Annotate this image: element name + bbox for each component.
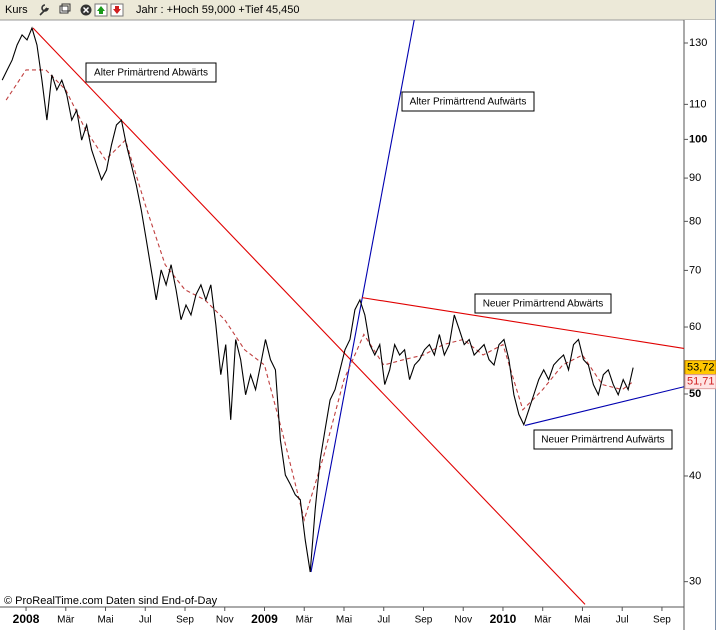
x-tick-label: Mär (296, 615, 314, 626)
annotation-label: Alter Primärtrend Abwärts (94, 68, 208, 79)
y-tick-label: 110 (689, 98, 707, 110)
range-info: Jahr : +Hoch 59,000 +Tief 45,450 (136, 4, 299, 16)
last-value-label: 51,71 (687, 376, 715, 388)
last-value-box (684, 374, 716, 390)
annotation-box (474, 293, 612, 314)
trend-line (32, 27, 586, 605)
x-tick-label: Mai (336, 615, 352, 626)
y-tick-label: 100 (689, 133, 707, 145)
x-tick-label: Mai (97, 615, 113, 626)
x-tick-label: Mär (57, 615, 75, 626)
x-tick-label: Jul (616, 615, 629, 626)
annotation-label: Neuer Primärtrend Abwärts (483, 299, 604, 310)
y-tick-label: 80 (689, 215, 701, 227)
annotation-box (85, 62, 217, 83)
trend-line (524, 386, 684, 426)
panel-label: Kurs (5, 4, 28, 16)
window-icon[interactable] (59, 3, 71, 14)
plot-area (1, 20, 684, 605)
annotation-label: Alter Primärtrend Aufwärts (410, 97, 527, 108)
x-tick-label: 2009 (251, 612, 278, 626)
toolbar (0, 0, 716, 20)
annotation-box (533, 429, 673, 450)
y-tick-label: 50 (689, 388, 701, 400)
y-tick-label: 130 (689, 37, 707, 49)
move-up-icon[interactable] (94, 3, 108, 17)
footer-note: © ProRealTime.com Daten sind End-of-Day (4, 595, 218, 607)
x-tick-label: Sep (653, 615, 671, 626)
y-axis-area (684, 20, 716, 630)
y-tick-label: 60 (689, 321, 701, 333)
y-tick-label: 30 (689, 576, 701, 588)
moving-average-line (5, 69, 634, 522)
x-tick-label: Mär (534, 615, 552, 626)
trend-line (310, 20, 415, 573)
x-tick-label: Nov (216, 615, 234, 626)
y-tick-label: 70 (689, 264, 701, 276)
x-tick-label: Jul (377, 615, 390, 626)
x-tick-label: 2008 (13, 612, 40, 626)
x-tick-label: Jul (139, 615, 152, 626)
settings-icon[interactable] (39, 4, 49, 16)
price-line (1, 26, 634, 573)
move-down-icon[interactable] (110, 3, 124, 17)
x-tick-label: Sep (415, 615, 433, 626)
close-icon[interactable] (80, 4, 92, 16)
x-tick-label: Nov (454, 615, 472, 626)
x-tick-label: Mai (574, 615, 590, 626)
y-tick-label: 90 (689, 172, 701, 184)
toolbar-icons (39, 3, 124, 17)
y-tick-label: 40 (689, 470, 701, 482)
last-value-label: 53,72 (687, 362, 715, 374)
x-tick-label: 2010 (490, 612, 517, 626)
x-tick-label: Sep (176, 615, 194, 626)
trend-line (361, 297, 684, 350)
annotation-box (401, 91, 535, 112)
x-axis-area (0, 607, 684, 630)
annotation-label: Neuer Primärtrend Aufwärts (541, 435, 664, 446)
